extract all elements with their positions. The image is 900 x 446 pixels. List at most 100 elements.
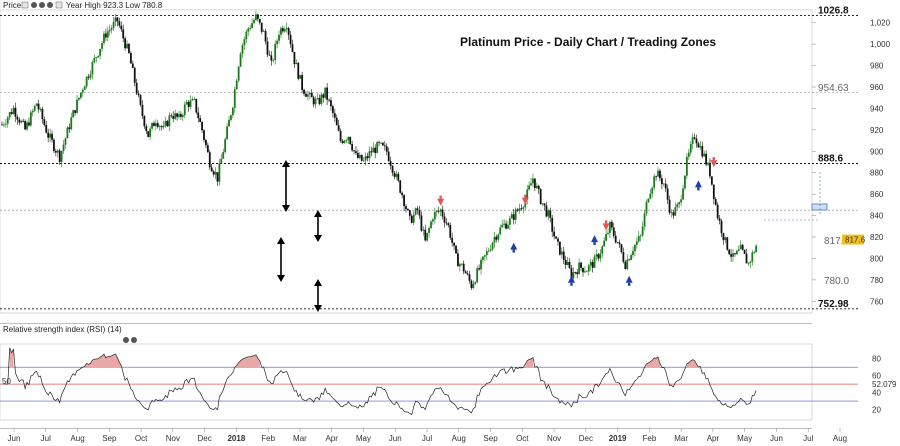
candle-body (674, 207, 677, 216)
settings-icon[interactable] (39, 2, 45, 8)
candle-body (501, 224, 504, 228)
x-tick-label: Dec (579, 434, 593, 443)
candle-body (349, 136, 352, 145)
candle-body (368, 151, 371, 159)
candle-body (584, 271, 586, 273)
candle-body (557, 238, 559, 242)
candle-body (341, 140, 344, 143)
candle-body (451, 237, 454, 243)
x-tick-label: Apr (707, 434, 720, 443)
close-icon[interactable] (31, 2, 37, 8)
candle-body (418, 210, 421, 216)
legend-color-icon[interactable] (55, 1, 63, 9)
candle-body (433, 211, 436, 220)
candle-body (18, 119, 21, 123)
candle-body (289, 34, 292, 45)
candle-body (664, 183, 667, 189)
candle-body (293, 51, 296, 65)
candle-body (628, 259, 631, 261)
candle-body (276, 40, 279, 45)
candle-body (676, 204, 679, 208)
candle-body (620, 244, 623, 253)
down-arrow-icon (710, 160, 718, 168)
candle-body (474, 282, 477, 284)
up-arrow-stem (512, 249, 515, 253)
candle-body (682, 188, 684, 200)
candle-body (405, 206, 407, 210)
price-tick-label: 1,020 (870, 19, 891, 28)
candle-body (191, 99, 194, 101)
candle-body (322, 94, 325, 98)
candle-body (426, 232, 429, 241)
candle-body (328, 99, 330, 101)
candle-body (553, 231, 556, 237)
candle-body (297, 62, 300, 79)
down-arrow-icon (521, 197, 529, 205)
candle-body (651, 187, 654, 194)
candle-body (272, 59, 275, 61)
candle-body (630, 255, 632, 260)
candle-body (64, 138, 67, 145)
options-icon[interactable] (47, 2, 53, 8)
candle-body (670, 212, 673, 214)
rsi-tick-label: 60 (872, 372, 881, 381)
x-tick-label: Sep (102, 434, 117, 443)
candle-body (707, 162, 709, 165)
candle-body (172, 116, 175, 119)
candle-body (430, 221, 432, 229)
pencil-icon[interactable] (21, 1, 29, 9)
candle-body (122, 29, 125, 39)
candle-body (222, 151, 225, 159)
candle-body (370, 151, 373, 153)
x-tick-label: Jul (422, 434, 432, 443)
candle-body (705, 153, 708, 165)
candle-body (701, 146, 704, 157)
candle-body (266, 41, 269, 55)
candle-body (549, 210, 552, 218)
candle-body (212, 171, 215, 175)
candle-body (10, 112, 13, 114)
candle-body (95, 57, 98, 59)
candle-body (62, 144, 65, 152)
candle-body (33, 105, 36, 111)
x-tick-label: May (737, 434, 752, 443)
candle-body (532, 178, 534, 184)
candle-body (116, 17, 119, 22)
candle-body (366, 156, 369, 159)
candle-body (205, 139, 207, 146)
candle-body (533, 178, 536, 188)
candle-body (299, 74, 302, 79)
candle-body (745, 253, 748, 264)
rsi-settings-icon[interactable] (131, 337, 137, 343)
candle-body (597, 254, 600, 259)
level-label: 780.0 (824, 276, 849, 287)
candle-body (106, 31, 109, 38)
candle-body (345, 140, 348, 141)
rsi-close-icon[interactable] (123, 337, 129, 343)
candle-body (301, 74, 304, 90)
candle-body (372, 147, 375, 153)
candle-body (751, 252, 754, 262)
candle-body (632, 251, 634, 256)
candle-body (337, 125, 340, 131)
candle-body (432, 219, 434, 222)
down-arrow-stem (524, 194, 527, 198)
candle-body (35, 103, 38, 106)
candle-body (330, 100, 332, 107)
candle-body (333, 113, 336, 118)
candle-body (155, 123, 157, 127)
candle-body (660, 178, 663, 185)
candle-body (54, 151, 57, 153)
candle-body (166, 121, 169, 127)
last-price-tag (842, 234, 864, 245)
candle-body (230, 115, 232, 120)
candle-body (672, 212, 675, 216)
candle-body (156, 123, 159, 127)
candle-body (112, 21, 115, 28)
candle-body (655, 176, 657, 178)
candle-body (480, 259, 482, 270)
rsi-overbought-fill (9, 347, 701, 368)
candle-body (420, 215, 423, 231)
candle-body (689, 144, 692, 153)
candle-body (357, 152, 359, 158)
